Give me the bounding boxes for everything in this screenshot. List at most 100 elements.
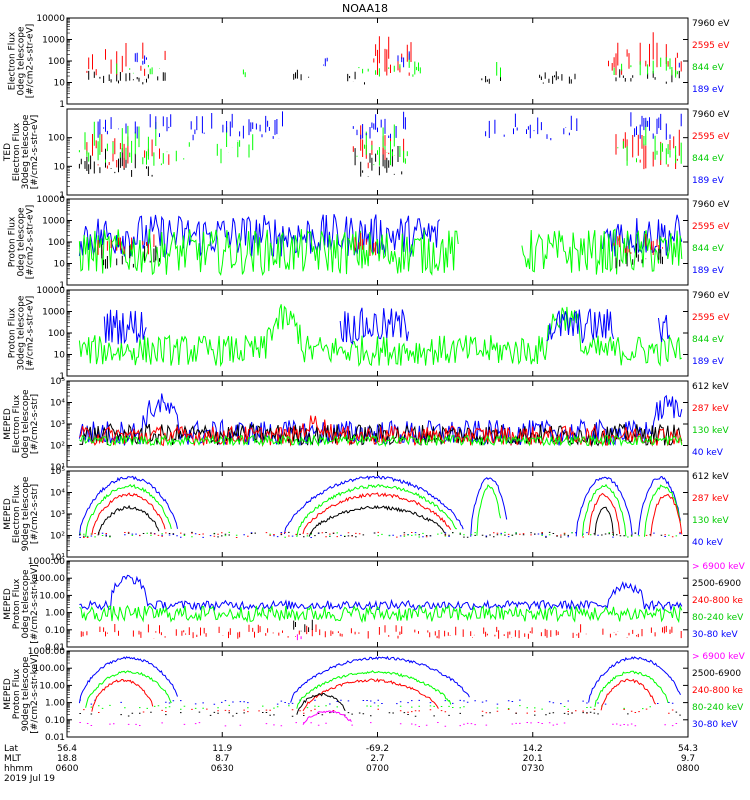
x-tick-label: -69.2 bbox=[366, 744, 389, 754]
series-group bbox=[78, 304, 683, 368]
series-7960-ev bbox=[101, 243, 663, 269]
y-tick-label: 10.00 bbox=[39, 681, 65, 691]
series-2500-6900 bbox=[293, 619, 313, 633]
legend-entry: 189 eV bbox=[692, 357, 725, 367]
legend-entry: 844 eV bbox=[692, 63, 725, 73]
y-axis-label-line: Electron Flux bbox=[12, 484, 22, 543]
legend-entry: > 6900 keV bbox=[692, 652, 746, 662]
series-group bbox=[78, 393, 683, 448]
series-80-240-kev bbox=[79, 604, 683, 624]
y-axis-label-line: TED bbox=[3, 143, 13, 162]
x-tick-label: 54.3 bbox=[678, 744, 698, 754]
y-tick-label: 100 bbox=[48, 238, 65, 248]
y-axis-label-line: [#/cm2-s-str-eV] bbox=[26, 24, 36, 99]
series-844-ev bbox=[78, 120, 682, 166]
y-axis-label-line: 30deg telescope bbox=[21, 114, 31, 189]
legend-entry: 7960 eV bbox=[692, 19, 730, 29]
y-tick-label: 100.00 bbox=[34, 664, 66, 674]
y-tick-label: 10 bbox=[54, 79, 66, 89]
panel-frame bbox=[66, 470, 689, 558]
series-844-ev bbox=[78, 228, 683, 277]
y-axis-label: Proton Flux0deg telescope[#/cm2-s-str-eV… bbox=[8, 205, 36, 280]
x-tick-label: 56.4 bbox=[57, 744, 77, 754]
y-tick-label: 1000 bbox=[42, 308, 65, 318]
y-axis-label: TEDElectron Flux30deg telescope[#/cm2-s-… bbox=[3, 114, 40, 189]
legend-entry: 30-80 keV bbox=[692, 720, 738, 730]
x-tick-label: 0600 bbox=[56, 764, 79, 774]
y-tick-label: 100.00 bbox=[34, 574, 66, 584]
y-tick-label: 0.10 bbox=[45, 626, 65, 636]
y-tick-label: 10² bbox=[50, 442, 65, 452]
legend-entry: 844 eV bbox=[692, 154, 725, 164]
y-tick-label: 1.00 bbox=[45, 699, 65, 709]
y-axis-label: MEPEDElectron Flux0deg telescope[#/cm2-s… bbox=[3, 389, 40, 459]
y-axis-label-line: [#/cm2-s-str] bbox=[30, 484, 40, 544]
y-axis-label-line: [#/cm2-s-str-eV] bbox=[26, 296, 36, 371]
y-tick-label: 1 bbox=[59, 191, 65, 201]
y-tick-label: 10³ bbox=[50, 420, 65, 430]
y-axis-label-line: [#/cm2-s-str-eV] bbox=[30, 115, 40, 190]
panel-8: 0.010.101.0010.00100.001000.00MEPEDProto… bbox=[3, 647, 746, 743]
y-axis-label-line: [#/cm2-s-str-keV] bbox=[30, 654, 40, 733]
x-tick-label: 2.7 bbox=[370, 754, 384, 764]
legend-entry: 844 eV bbox=[692, 244, 725, 254]
legend-entry: 240-800 ke bbox=[692, 686, 743, 696]
y-axis-label-line: Electron Flux bbox=[12, 394, 22, 453]
x-tick-label: 9.7 bbox=[681, 754, 695, 764]
y-axis-label-line: 90deg telescope bbox=[21, 656, 31, 731]
y-tick-label: 1000 bbox=[42, 217, 65, 227]
series-group bbox=[79, 574, 683, 641]
legend-entry: 30-80 keV bbox=[692, 630, 738, 640]
legend-entry: 2595 eV bbox=[692, 222, 730, 232]
y-axis-label-line: Electron Flux bbox=[8, 31, 18, 90]
x-row-label: Lat bbox=[4, 744, 19, 754]
legend-entry: 612 keV bbox=[692, 472, 729, 482]
y-tick-label: 10000 bbox=[36, 14, 65, 24]
legend-entry: 40 keV bbox=[692, 448, 724, 458]
y-axis-label-line: [#/cm2-s-str-keV] bbox=[30, 564, 40, 643]
date-label: 2019 Jul 19 bbox=[4, 774, 55, 784]
x-tick-label: 0730 bbox=[521, 764, 544, 774]
series-2500-6900 bbox=[79, 692, 681, 717]
y-axis-label: MEPEDElectron Flux90deg telescope[#/cm2-… bbox=[3, 476, 40, 551]
series-612-kev bbox=[79, 504, 663, 538]
y-axis-label-line: MEPED bbox=[3, 408, 13, 440]
y-tick-label: 0.01 bbox=[45, 643, 65, 653]
y-tick-label: 10 bbox=[54, 162, 66, 172]
series-7960-ev bbox=[78, 146, 403, 177]
y-axis-label-line: MEPED bbox=[3, 588, 13, 620]
y-axis-label-line: [#/cm2-s-str-eV] bbox=[26, 205, 36, 280]
y-tick-label: 100 bbox=[48, 57, 65, 67]
series-7960-ev bbox=[88, 69, 680, 85]
x-tick-label: 0630 bbox=[211, 764, 234, 774]
series-group bbox=[78, 475, 683, 538]
y-tick-label: 10 bbox=[54, 351, 66, 361]
y-axis-label: MEPEDProton Flux90deg telescope[#/cm2-s-… bbox=[3, 654, 40, 733]
series-130-kev bbox=[79, 433, 683, 448]
panel-frame bbox=[66, 380, 689, 468]
series-844-ev bbox=[116, 53, 678, 78]
legend-entry: 2595 eV bbox=[692, 313, 730, 323]
y-axis-label-line: 0deg telescope bbox=[21, 569, 31, 639]
series-189-ev bbox=[134, 51, 680, 68]
y-tick-label: 10.00 bbox=[39, 591, 65, 601]
series-40-kev bbox=[78, 475, 681, 538]
panel-7: 0.010.101.0010.00100.001000.00MEPEDProto… bbox=[3, 557, 746, 653]
y-tick-label: 10¹ bbox=[50, 463, 65, 473]
legend-entry: 7960 eV bbox=[692, 200, 730, 210]
series-group bbox=[78, 655, 681, 727]
y-tick-label: 10000 bbox=[36, 195, 65, 205]
legend-entry: 189 eV bbox=[692, 266, 725, 276]
panel-frame bbox=[66, 560, 689, 648]
x-tick-label: 18.8 bbox=[57, 754, 77, 764]
series-189-ev bbox=[103, 307, 670, 345]
y-axis-label-line: Proton Flux bbox=[12, 668, 22, 719]
y-axis-label-line: MEPED bbox=[3, 678, 13, 710]
series-240-800-kev bbox=[80, 624, 682, 639]
y-tick-label: 1.00 bbox=[45, 609, 65, 619]
y-axis-label-line: Electron Flux bbox=[12, 122, 22, 181]
legend-entry: 612 keV bbox=[692, 382, 729, 392]
series-group bbox=[78, 111, 682, 177]
